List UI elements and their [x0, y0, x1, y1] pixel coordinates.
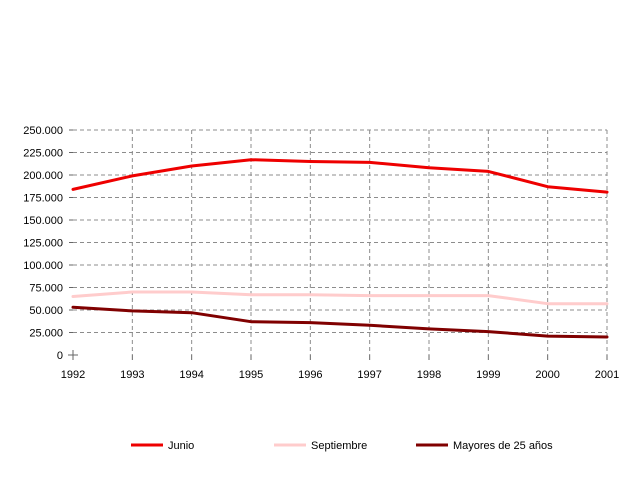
series-layer	[71, 158, 609, 339]
legend-label: Mayores de 25 años	[453, 440, 553, 452]
x-tick-label: 1998	[417, 369, 441, 381]
x-tick-label: 1999	[476, 369, 500, 381]
x-tick-label: 1992	[61, 369, 85, 381]
series-line-1	[71, 158, 609, 194]
y-tick-label: 0	[57, 350, 63, 362]
x-tick-label: 1993	[120, 369, 144, 381]
y-tick-label: 25.000	[29, 328, 63, 340]
y-tick-label: 150.000	[23, 215, 63, 227]
x-tick-label: 2001	[595, 369, 619, 381]
x-tick-label: 1996	[298, 369, 322, 381]
series-line-2	[71, 290, 609, 306]
x-tick-label: 1997	[357, 369, 381, 381]
y-tick-label: 100.000	[23, 260, 63, 272]
y-tick-label: 200.000	[23, 170, 63, 182]
y-tick-label: 50.000	[29, 305, 63, 317]
axis-layer: 0 25.000 50.000 75.000 100.000 125.000 150.000…	[23, 125, 619, 381]
y-tick-label: 75.000	[29, 283, 63, 295]
legend-label: Septiembre	[311, 440, 367, 452]
x-tick-label: 2000	[535, 369, 559, 381]
y-tick-label: 175.000	[23, 193, 63, 205]
y-tick-label: 125.000	[23, 238, 63, 250]
x-tick-label: 1995	[239, 369, 263, 381]
legend-label: Junio	[168, 440, 194, 452]
grid-layer	[73, 129, 608, 355]
y-tick-label: 250.000	[23, 125, 63, 137]
y-tick-label: 225.000	[23, 148, 63, 160]
series-line-3	[71, 305, 609, 339]
legend: Junio Septiembre Mayores de 25 años	[131, 440, 553, 452]
x-tick-label: 1994	[179, 369, 203, 381]
